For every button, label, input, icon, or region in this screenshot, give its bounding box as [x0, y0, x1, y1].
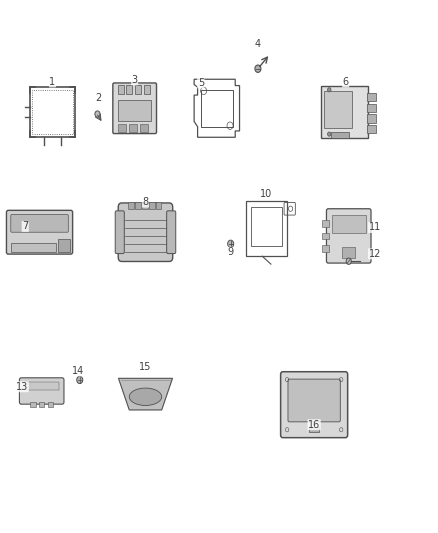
Text: 6: 6: [343, 77, 349, 87]
Circle shape: [95, 111, 100, 117]
Bar: [321, 245, 328, 252]
Bar: [149, 203, 155, 209]
Text: 13: 13: [16, 382, 28, 392]
Text: 7: 7: [22, 221, 28, 231]
Bar: [48, 402, 53, 407]
FancyBboxPatch shape: [281, 372, 348, 438]
Bar: [321, 233, 328, 239]
Bar: [142, 203, 148, 209]
Bar: [321, 220, 328, 227]
Text: 14: 14: [72, 366, 85, 376]
Bar: [367, 93, 376, 101]
FancyBboxPatch shape: [19, 378, 64, 404]
FancyBboxPatch shape: [326, 209, 371, 263]
FancyBboxPatch shape: [113, 83, 156, 134]
Bar: [367, 125, 376, 133]
FancyBboxPatch shape: [7, 211, 73, 254]
Text: 8: 8: [142, 197, 148, 207]
Bar: [118, 100, 151, 122]
Circle shape: [255, 65, 261, 72]
FancyBboxPatch shape: [11, 215, 68, 232]
Polygon shape: [118, 378, 173, 410]
Bar: [31, 402, 35, 407]
Bar: [126, 85, 132, 94]
Bar: [140, 124, 148, 132]
Bar: [324, 91, 352, 128]
Text: 5: 5: [198, 78, 204, 88]
Bar: [117, 85, 124, 94]
Bar: [201, 90, 233, 127]
Text: 4: 4: [255, 39, 261, 49]
Bar: [39, 402, 44, 407]
Text: 11: 11: [368, 222, 381, 232]
Bar: [58, 239, 70, 252]
Bar: [135, 85, 141, 94]
Text: 15: 15: [139, 362, 152, 372]
Text: 3: 3: [131, 75, 138, 85]
Text: 12: 12: [368, 249, 381, 259]
Bar: [246, 201, 287, 256]
Bar: [11, 243, 56, 252]
Text: 1: 1: [49, 77, 56, 87]
Bar: [129, 124, 137, 132]
Bar: [144, 85, 150, 94]
Text: 2: 2: [95, 93, 102, 103]
Bar: [367, 103, 376, 112]
Circle shape: [328, 88, 331, 92]
FancyBboxPatch shape: [115, 211, 124, 254]
FancyBboxPatch shape: [118, 203, 173, 262]
Bar: [309, 426, 319, 432]
Circle shape: [346, 258, 351, 264]
Bar: [135, 203, 141, 209]
Bar: [251, 207, 283, 246]
Bar: [342, 247, 355, 259]
Circle shape: [328, 132, 331, 136]
Bar: [321, 86, 368, 139]
Bar: [118, 124, 126, 132]
Text: 10: 10: [261, 189, 273, 199]
Ellipse shape: [129, 388, 162, 406]
Circle shape: [228, 240, 234, 247]
Bar: [156, 203, 162, 209]
Bar: [25, 382, 59, 390]
Bar: [332, 132, 349, 139]
Bar: [128, 203, 134, 209]
Bar: [367, 114, 376, 123]
FancyBboxPatch shape: [288, 379, 340, 422]
Bar: [332, 215, 366, 233]
Text: 16: 16: [308, 419, 320, 430]
FancyBboxPatch shape: [167, 211, 176, 254]
Text: 9: 9: [228, 247, 234, 257]
Circle shape: [77, 376, 83, 384]
